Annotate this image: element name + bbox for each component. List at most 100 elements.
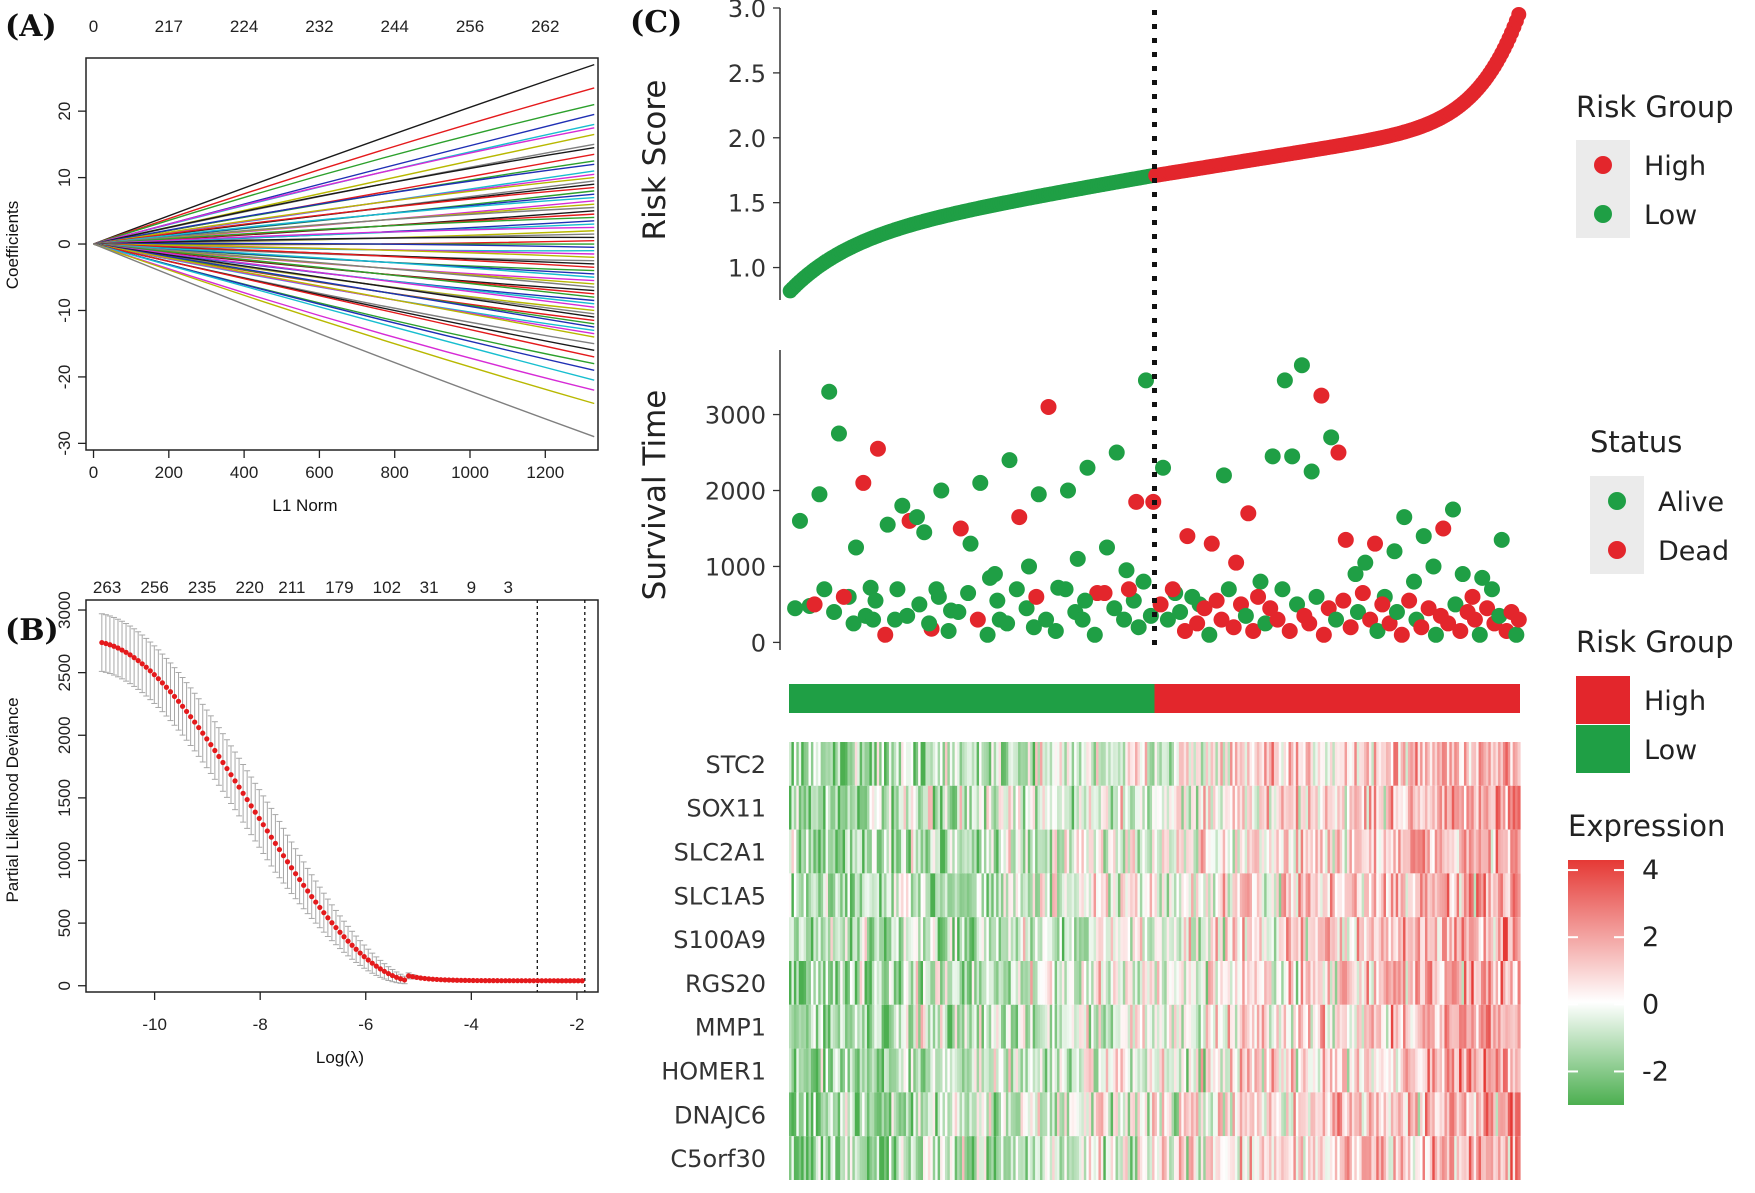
heatmap-cell bbox=[1376, 961, 1380, 1005]
heatmap-cell bbox=[1420, 829, 1424, 874]
heatmap-cell bbox=[813, 1004, 817, 1049]
heatmap-cell bbox=[996, 917, 1000, 961]
heatmap-cell bbox=[1193, 961, 1197, 1005]
deviance-point bbox=[559, 978, 565, 984]
heatmap-cell bbox=[1103, 961, 1107, 1005]
heatmap-cell bbox=[1025, 917, 1029, 961]
heatmap-cell bbox=[884, 961, 888, 1005]
heatmap-cell bbox=[1227, 961, 1231, 1005]
heatmap-cell bbox=[823, 1004, 827, 1049]
heatmap-cell bbox=[803, 1048, 807, 1093]
heatmap-cell bbox=[925, 917, 929, 961]
heatmap-cell bbox=[964, 917, 968, 961]
heatmap-cell bbox=[913, 917, 917, 961]
heatmap-cell bbox=[1485, 1048, 1489, 1093]
heatmap-cell bbox=[1232, 785, 1236, 830]
heatmap-cell bbox=[1308, 1092, 1312, 1137]
heatmap-cell bbox=[1015, 1092, 1019, 1137]
heatmap-cell bbox=[1346, 1048, 1351, 1093]
heatmap-cell bbox=[798, 1092, 802, 1137]
heatmap-cell bbox=[832, 742, 836, 786]
heatmap-cell bbox=[1171, 873, 1175, 918]
heatmap-cell bbox=[1444, 742, 1448, 786]
heatmap-cell bbox=[1449, 917, 1453, 961]
heatmap-cell bbox=[962, 1048, 966, 1093]
heatmap-cell bbox=[1247, 873, 1251, 918]
heatmap-cell bbox=[1351, 961, 1355, 1005]
heatmap-cell bbox=[1368, 1004, 1372, 1049]
heatmap-cell bbox=[1349, 829, 1353, 874]
deviance-point bbox=[543, 978, 549, 984]
panel-a-y-axis-title: Coefficients bbox=[3, 201, 22, 290]
heatmap-cell bbox=[1000, 1048, 1005, 1093]
survival-point bbox=[1362, 611, 1379, 628]
heatmap-cell bbox=[1505, 873, 1509, 918]
deviance-point bbox=[151, 672, 157, 678]
heatmap-cell bbox=[1373, 961, 1377, 1005]
heatmap-cell bbox=[879, 1048, 883, 1093]
heatmap-cell bbox=[1498, 1136, 1502, 1180]
heatmap-cell bbox=[1278, 961, 1282, 1005]
heatmap-cell bbox=[1468, 1136, 1472, 1180]
heatmap-cell bbox=[1368, 961, 1372, 1005]
heatmap-cell bbox=[1000, 1092, 1005, 1137]
heatmap-cell bbox=[1385, 829, 1390, 874]
heatmap-cell bbox=[1424, 917, 1429, 961]
heatmap-cell bbox=[1327, 1136, 1331, 1180]
heatmap-cell bbox=[1305, 1092, 1309, 1137]
heatmap-cell bbox=[1015, 785, 1019, 830]
heatmap-cell bbox=[1442, 917, 1446, 961]
heatmap-cell bbox=[1317, 1136, 1321, 1180]
heatmap-cell bbox=[1022, 1136, 1026, 1180]
heatmap-cell bbox=[1317, 742, 1321, 786]
heatmap-cell bbox=[1420, 917, 1424, 961]
heatmap-cell bbox=[1407, 1092, 1411, 1137]
heatmap-cell bbox=[1271, 1136, 1275, 1180]
heatmap-cell bbox=[1385, 873, 1390, 918]
heatmap-cell bbox=[1176, 917, 1180, 961]
heatmap-cell bbox=[1096, 742, 1100, 786]
heatmap-cell bbox=[1293, 917, 1297, 961]
heatmap-cell bbox=[1120, 1004, 1124, 1049]
heatmap-cell bbox=[884, 1092, 888, 1137]
heatmap-cell bbox=[1120, 785, 1124, 830]
heatmap-cell bbox=[920, 1092, 924, 1137]
heatmap-cell bbox=[1039, 873, 1044, 918]
heatmap-cell bbox=[969, 1092, 973, 1137]
deviance-point bbox=[155, 676, 161, 682]
deviance-point bbox=[321, 910, 327, 916]
heatmap-cell bbox=[1424, 1048, 1429, 1093]
heatmap-cell bbox=[1064, 873, 1068, 918]
heatmap-cell bbox=[1459, 961, 1463, 1005]
heatmap-cell bbox=[915, 1092, 919, 1137]
heatmap-cell bbox=[1113, 785, 1117, 830]
heatmap-cell bbox=[837, 917, 841, 961]
heatmap-cell bbox=[1502, 1092, 1506, 1137]
heatmap-cell bbox=[1288, 961, 1292, 1005]
heatmap-cell bbox=[896, 785, 900, 830]
heatmap-cell bbox=[1234, 873, 1238, 918]
heatmap-cell bbox=[1020, 829, 1024, 874]
heatmap-cell bbox=[818, 961, 822, 1005]
heatmap-cell bbox=[1032, 1136, 1036, 1180]
heatmap-cell bbox=[1364, 785, 1368, 830]
heatmap-cell bbox=[1147, 873, 1151, 918]
heatmap-cell bbox=[1054, 1136, 1058, 1180]
heatmap-cell bbox=[1342, 961, 1346, 1005]
heatmap-cell bbox=[1242, 961, 1246, 1005]
heatmap-cell bbox=[1422, 873, 1426, 918]
heatmap-cell bbox=[1466, 1048, 1470, 1093]
heatmap-cell bbox=[1422, 1092, 1426, 1137]
heatmap-cell bbox=[993, 829, 997, 874]
survival-point bbox=[869, 440, 886, 457]
heatmap-cell bbox=[1344, 829, 1348, 874]
heatmap-cell bbox=[1405, 1136, 1409, 1180]
heatmap-cell bbox=[1018, 961, 1022, 1005]
heatmap-cell bbox=[1200, 1004, 1204, 1049]
heatmap-cell bbox=[971, 1136, 975, 1180]
heatmap-cell bbox=[1166, 917, 1170, 961]
heatmap-cell bbox=[1454, 917, 1458, 961]
heatmap-cell bbox=[1127, 1048, 1131, 1093]
heatmap-cell bbox=[988, 785, 992, 830]
y-tick-label: 500 bbox=[55, 909, 74, 937]
